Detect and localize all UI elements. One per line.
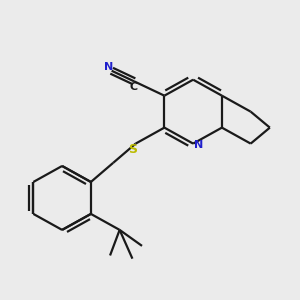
Text: S: S: [129, 143, 138, 156]
Text: N: N: [194, 140, 203, 150]
Text: N: N: [104, 62, 113, 72]
Text: C: C: [130, 82, 138, 92]
